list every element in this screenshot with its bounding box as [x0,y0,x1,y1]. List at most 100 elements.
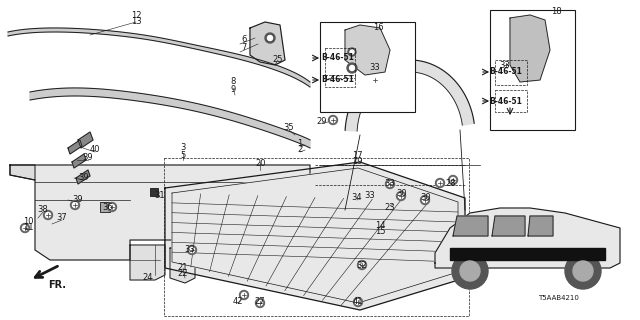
Text: 24: 24 [143,273,153,282]
Circle shape [255,299,264,308]
Text: 42: 42 [233,298,243,307]
Circle shape [449,175,458,185]
Polygon shape [8,28,310,87]
Polygon shape [492,216,525,236]
Bar [495,60,527,85]
Text: 20: 20 [256,158,266,167]
Text: 17: 17 [352,150,362,159]
Bar [325,48,355,78]
Bar [164,158,469,316]
Text: 11: 11 [23,223,33,233]
Text: 33: 33 [385,179,396,188]
Text: 41: 41 [353,298,364,307]
Text: 32: 32 [356,260,367,269]
Text: 16: 16 [372,23,383,33]
Bar [495,90,527,112]
Text: 33: 33 [500,60,510,69]
Circle shape [460,261,480,281]
Text: 10: 10 [23,217,33,226]
Circle shape [387,181,392,187]
Circle shape [45,212,51,218]
Polygon shape [453,216,488,236]
Polygon shape [76,170,90,184]
Text: 22: 22 [178,269,188,278]
Text: 34: 34 [352,193,362,202]
Circle shape [241,292,246,298]
Circle shape [44,211,52,220]
Text: 13: 13 [131,18,141,27]
Text: 36: 36 [102,203,113,212]
Polygon shape [165,162,465,310]
Circle shape [565,253,601,289]
Circle shape [452,253,488,289]
Text: 33: 33 [370,63,380,73]
Text: 39: 39 [73,196,83,204]
Text: 28: 28 [445,179,456,188]
Polygon shape [345,60,474,131]
Bar [325,75,355,87]
Text: 2: 2 [298,146,303,155]
Text: 5: 5 [180,150,186,159]
Text: 18: 18 [550,7,561,17]
Circle shape [268,36,273,41]
Polygon shape [435,208,620,268]
Circle shape [435,179,445,188]
Text: T5AAB4210: T5AAB4210 [538,295,579,301]
Text: B-46-51: B-46-51 [321,53,355,62]
Circle shape [22,226,28,230]
Text: B-46-51: B-46-51 [490,68,522,76]
Text: 39: 39 [79,173,90,182]
Circle shape [355,300,360,305]
Circle shape [353,298,362,307]
Text: 3: 3 [180,143,186,153]
Circle shape [349,66,355,70]
Circle shape [438,180,442,186]
Polygon shape [78,132,93,148]
Text: 7: 7 [241,43,246,52]
Circle shape [399,194,403,198]
Circle shape [328,116,337,124]
Bar [490,10,575,130]
Polygon shape [170,248,195,283]
Circle shape [420,196,429,204]
Circle shape [188,245,196,254]
Polygon shape [510,15,550,82]
Text: 12: 12 [131,11,141,20]
Circle shape [360,262,365,268]
Bar [150,188,158,196]
Circle shape [502,60,511,69]
Text: 40: 40 [90,146,100,155]
Bar [100,202,110,212]
Text: 6: 6 [241,36,246,44]
Text: 23: 23 [385,204,396,212]
Text: FR.: FR. [48,280,66,290]
Circle shape [70,201,79,210]
Text: 9: 9 [230,84,236,93]
Circle shape [573,261,593,281]
Circle shape [350,50,354,54]
Circle shape [422,197,428,203]
Circle shape [371,76,380,84]
Text: 15: 15 [375,228,385,236]
Polygon shape [10,165,315,260]
Text: 33: 33 [184,244,195,253]
Polygon shape [345,25,390,75]
Polygon shape [30,88,310,148]
Polygon shape [68,140,82,154]
Text: 31: 31 [155,190,165,199]
Text: 35: 35 [284,124,294,132]
Circle shape [72,203,77,207]
Circle shape [372,77,378,83]
Polygon shape [10,165,35,180]
Circle shape [371,63,381,73]
Polygon shape [72,154,86,168]
Polygon shape [450,248,605,260]
Circle shape [358,260,367,269]
Bar [320,22,415,112]
Circle shape [385,180,394,188]
Text: B-46-51: B-46-51 [321,76,355,84]
Circle shape [109,204,115,210]
Circle shape [451,178,456,182]
Circle shape [257,300,262,306]
Text: 39: 39 [83,153,93,162]
